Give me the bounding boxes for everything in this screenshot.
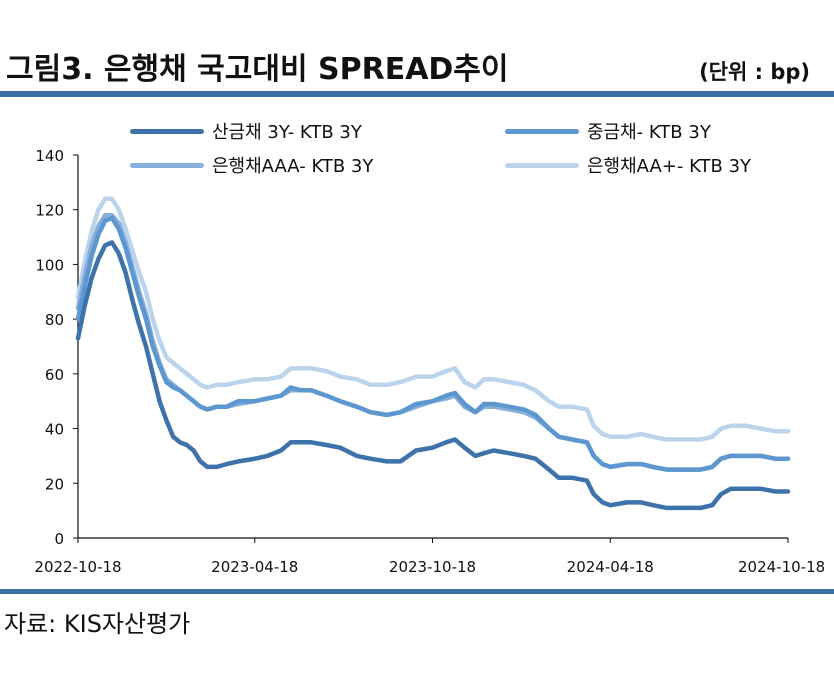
legend-label: 산금채 3Y- KTB 3Y: [212, 122, 362, 143]
x-tick-label: 2023-04-18: [211, 558, 298, 576]
legend-label: 은행채AA+- KTB 3Y: [587, 156, 752, 177]
y-tick-label: 0: [54, 530, 64, 548]
top-divider: [0, 91, 834, 97]
y-tick-label: 40: [45, 421, 64, 439]
y-tick-label: 60: [45, 366, 64, 384]
unit-label: (단위 : bp): [699, 60, 810, 84]
legend-swatch: [130, 128, 204, 134]
legend-item: 중금채- KTB 3Y: [505, 120, 711, 143]
legend-swatch: [505, 128, 579, 134]
series-line: [75, 240, 791, 511]
series-line: [75, 196, 791, 442]
bottom-divider: [0, 589, 834, 594]
y-tick-label: 120: [35, 202, 64, 220]
y-tick-label: 20: [45, 475, 64, 493]
y-tick-label: 100: [35, 256, 64, 274]
legend-item: 은행채AAA- KTB 3Y: [130, 154, 374, 177]
legend-swatch: [505, 162, 579, 168]
y-tick-label: 80: [45, 311, 64, 329]
series-line: [75, 215, 791, 472]
source-note: 자료: KIS자산평가: [4, 610, 191, 638]
x-tick-label: 2024-04-18: [567, 558, 654, 576]
legend-item: 은행채AA+- KTB 3Y: [505, 154, 752, 177]
x-tick-label: 2024-10-18: [738, 558, 825, 576]
legend-swatch: [130, 162, 204, 168]
x-tick-label: 2022-10-18: [34, 558, 121, 576]
series-line: [75, 212, 791, 472]
legend-item: 산금채 3Y- KTB 3Y: [130, 120, 362, 143]
y-tick-label: 140: [35, 147, 64, 165]
legend-label: 중금채- KTB 3Y: [587, 122, 711, 143]
legend-label: 은행채AAA- KTB 3Y: [212, 156, 374, 177]
page-title: 그림3. 은행채 국고대비 SPREAD추이: [6, 52, 509, 87]
x-tick-label: 2023-10-18: [389, 558, 476, 576]
